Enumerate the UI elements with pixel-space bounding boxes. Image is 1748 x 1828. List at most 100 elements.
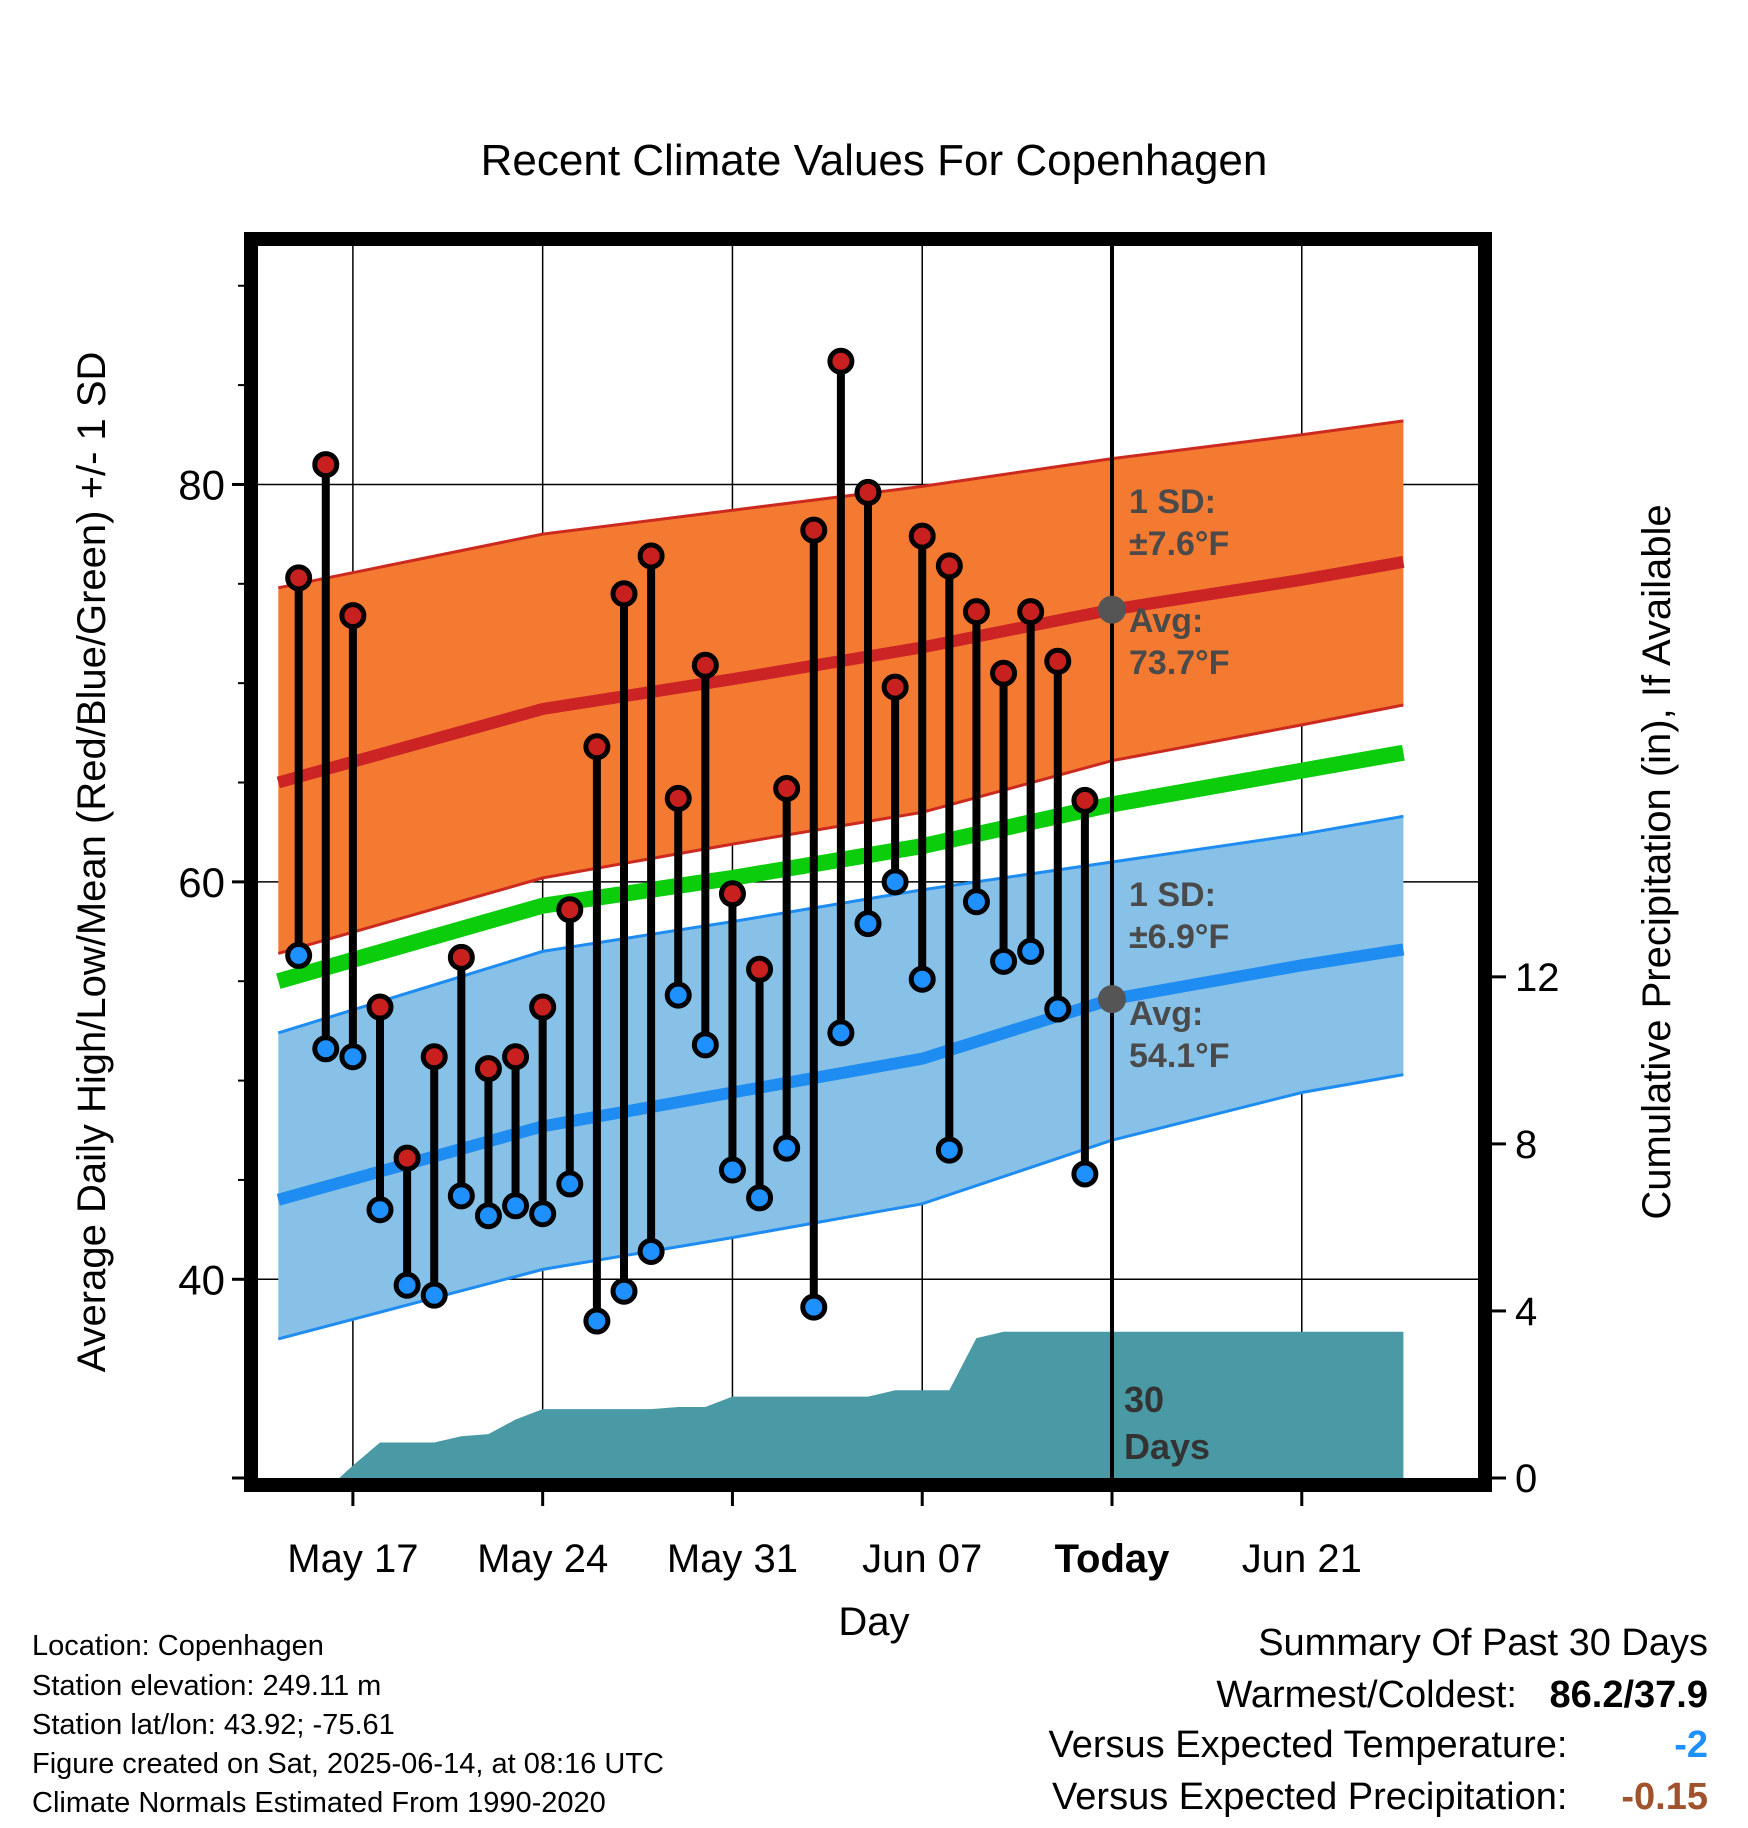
low-avg-value: 54.1°F bbox=[1129, 1037, 1230, 1075]
x-axis-label: Day bbox=[838, 1600, 909, 1644]
high-point bbox=[881, 673, 909, 701]
high-point bbox=[1071, 786, 1099, 814]
low-point bbox=[854, 910, 882, 938]
high-point bbox=[746, 955, 774, 983]
low-sd-band-lower-edge bbox=[277, 1073, 1404, 1341]
high-sd-band-upper-edge bbox=[278, 419, 1404, 590]
info-location: Location: Copenhagen bbox=[32, 1630, 324, 1662]
high-point bbox=[312, 451, 340, 479]
summary-warm-cold: Warmest/Coldest: 86.2/37.9 bbox=[1216, 1676, 1708, 1714]
low-point bbox=[962, 888, 990, 916]
high-avg-value: 73.7°F bbox=[1129, 644, 1230, 682]
high-point bbox=[610, 580, 638, 608]
high-point bbox=[393, 1144, 421, 1172]
info-latlon: Station lat/lon: 43.92; -75.61 bbox=[32, 1709, 395, 1741]
high-sd-value: ±7.6°F bbox=[1129, 525, 1229, 563]
low-point bbox=[1044, 995, 1072, 1023]
x-tick-label: May 24 bbox=[477, 1537, 608, 1581]
high-point bbox=[420, 1043, 448, 1071]
today-label-line: 30 bbox=[1124, 1379, 1164, 1420]
info-normals: Climate Normals Estimated From 1990-2020 bbox=[32, 1787, 606, 1819]
high-point bbox=[502, 1043, 530, 1071]
low-point bbox=[1071, 1160, 1099, 1188]
high-point bbox=[583, 733, 611, 761]
chart-title: Recent Climate Values For Copenhagen bbox=[481, 136, 1268, 185]
precipitation-area bbox=[339, 1331, 1404, 1478]
summary-temp: Versus Expected Temperature: -2 bbox=[1049, 1726, 1708, 1764]
summary-precip-label: Versus Expected Precipitation: bbox=[1052, 1776, 1568, 1818]
low-point bbox=[881, 868, 909, 896]
low-point bbox=[529, 1200, 557, 1228]
low-sd-label: 1 SD: bbox=[1129, 876, 1216, 914]
low-point bbox=[366, 1196, 394, 1224]
summary-temp-label: Versus Expected Temperature: bbox=[1048, 1724, 1568, 1766]
low-point bbox=[746, 1184, 774, 1212]
high-point bbox=[529, 993, 557, 1021]
high-point bbox=[339, 602, 367, 630]
low-point bbox=[502, 1192, 530, 1220]
high-point bbox=[908, 522, 936, 550]
low-point bbox=[420, 1281, 448, 1309]
low-point bbox=[556, 1170, 584, 1198]
low-point bbox=[827, 1019, 855, 1047]
summary-title: Summary Of Past 30 Days bbox=[1258, 1622, 1708, 1664]
summary-temp-value: -2 bbox=[1674, 1724, 1708, 1766]
low-point bbox=[285, 941, 313, 969]
y-axis-label: Average Daily High/Low/Mean (Red/Blue/Gr… bbox=[70, 352, 114, 1373]
low-avg-marker bbox=[1098, 985, 1126, 1014]
summary-warm-cold-label: Warmest/Coldest: bbox=[1216, 1674, 1517, 1716]
high-point bbox=[1017, 598, 1045, 626]
high-point bbox=[691, 651, 719, 679]
low-point bbox=[773, 1134, 801, 1162]
info-elevation: Station elevation: 249.11 m bbox=[32, 1670, 382, 1702]
today-label-line: Days bbox=[1124, 1426, 1210, 1467]
high-point bbox=[827, 347, 855, 375]
low-point bbox=[664, 981, 692, 1009]
x-tick-label: Jun 21 bbox=[1242, 1537, 1362, 1581]
x-tick-label: Today bbox=[1055, 1537, 1171, 1581]
y-tick-label: 60 bbox=[178, 859, 225, 906]
high-point bbox=[935, 552, 963, 580]
high-point bbox=[990, 659, 1018, 687]
high-avg-label: Avg: bbox=[1129, 602, 1203, 640]
normal-annotations: 1 SD: ±7.6°F Avg: 73.7°F 1 SD: ±6.9°F Avg: 54.1… bbox=[1098, 483, 1230, 1075]
x-tick-label: May 31 bbox=[667, 1537, 798, 1581]
low-point bbox=[908, 965, 936, 993]
summary-precip: Versus Expected Precipitation: -0.15 bbox=[1052, 1778, 1708, 1816]
high-sd-label: 1 SD: bbox=[1129, 483, 1216, 521]
low-point bbox=[935, 1136, 963, 1164]
summary-precip-value: -0.15 bbox=[1621, 1776, 1708, 1818]
low-point bbox=[339, 1043, 367, 1071]
low-avg-label: Avg: bbox=[1129, 995, 1203, 1033]
summary-warm-cold-value: 86.2/37.9 bbox=[1549, 1674, 1708, 1716]
high-point bbox=[1044, 647, 1072, 675]
high-point bbox=[854, 478, 882, 506]
high-point bbox=[800, 516, 828, 544]
y2-tick-label: 12 bbox=[1515, 956, 1560, 1000]
low-point bbox=[691, 1031, 719, 1059]
low-point bbox=[447, 1182, 475, 1210]
high-avg-marker bbox=[1098, 595, 1126, 624]
high-point bbox=[366, 993, 394, 1021]
high-point bbox=[447, 943, 475, 971]
low-point bbox=[800, 1293, 828, 1321]
low-point bbox=[718, 1156, 746, 1184]
low-point bbox=[583, 1307, 611, 1335]
low-point bbox=[1017, 937, 1045, 965]
axes: 40 60 80 0 4 8 12 May 17 May 24 May 31 Jun 07 Today… bbox=[70, 284, 1679, 1644]
low-sd-value: ±6.9°F bbox=[1129, 918, 1229, 956]
low-point bbox=[312, 1035, 340, 1063]
y-tick-label: 80 bbox=[178, 461, 225, 508]
y2-tick-label: 4 bbox=[1515, 1290, 1537, 1334]
high-point bbox=[718, 880, 746, 908]
high-point bbox=[556, 896, 584, 924]
high-point bbox=[664, 784, 692, 812]
high-point bbox=[773, 774, 801, 802]
daily-points bbox=[285, 347, 1099, 1335]
low-point bbox=[990, 947, 1018, 975]
y-tick-label: 40 bbox=[178, 1256, 225, 1303]
low-point bbox=[610, 1277, 638, 1305]
x-tick-label: May 17 bbox=[287, 1537, 418, 1581]
today-line: 30 Days bbox=[1110, 246, 1210, 1478]
